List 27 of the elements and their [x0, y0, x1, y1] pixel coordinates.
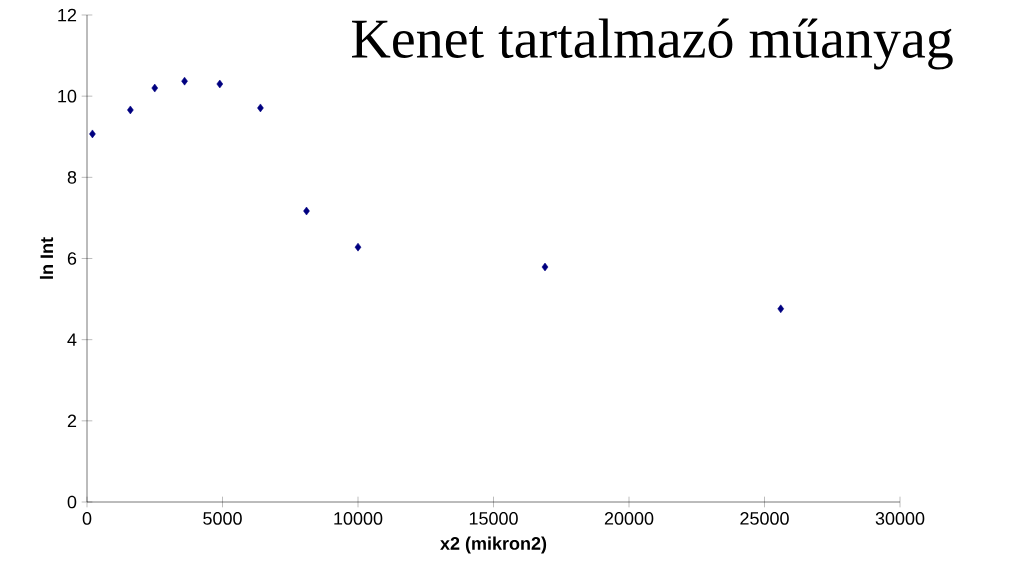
x-tick-label: 30000 — [875, 512, 925, 525]
x-tick-label: 25000 — [740, 512, 789, 525]
point — [257, 103, 264, 113]
y-tick-label: 8 — [67, 170, 77, 184]
x-tick-label: 5000 — [203, 512, 242, 525]
point — [127, 105, 134, 115]
y-tick-label: 0 — [67, 495, 77, 509]
point — [303, 206, 310, 216]
y-tick-label: 6 — [67, 252, 77, 265]
point — [89, 129, 96, 139]
point — [541, 262, 549, 272]
chart-title: Kenet tartalmazó műanyag — [352, 18, 953, 70]
point — [354, 242, 362, 252]
y-tick-label: 12 — [58, 8, 77, 22]
point — [151, 83, 159, 93]
point — [181, 76, 188, 86]
point — [777, 304, 785, 314]
point — [216, 79, 224, 89]
x-tick-label: 20000 — [604, 512, 654, 525]
y-tick-label: 4 — [67, 333, 77, 346]
x-tick-label: 15000 — [469, 512, 518, 525]
y-axis-title: ln Int — [39, 237, 54, 279]
y-tick-label: 10 — [58, 89, 77, 103]
x-axis-title: x2 (mikron2) — [440, 536, 547, 554]
x-tick-label: 0 — [82, 512, 92, 525]
x-tick-label: 10000 — [334, 512, 383, 525]
y-tick-label: 2 — [67, 414, 77, 428]
